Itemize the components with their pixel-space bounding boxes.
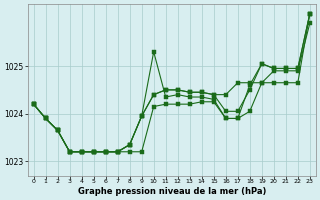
X-axis label: Graphe pression niveau de la mer (hPa): Graphe pression niveau de la mer (hPa)	[77, 187, 266, 196]
